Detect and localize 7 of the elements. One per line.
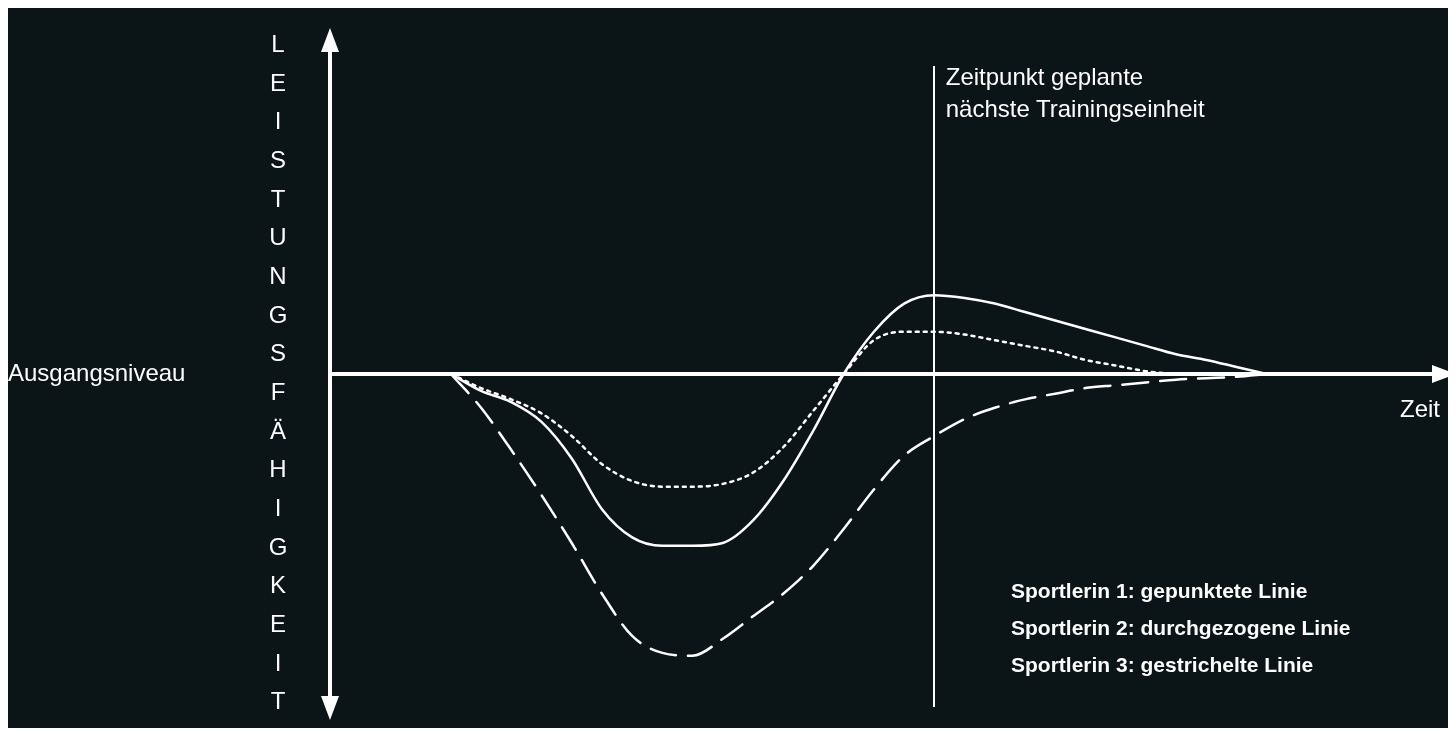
text: LEISTUNGSFÄHIGKEIT bbox=[268, 29, 288, 715]
text: Zeitpunkt geplante nächste Trainingseinheit bbox=[945, 62, 1205, 122]
annotation: Sportlerin 2: durchgezogene Linie bbox=[1011, 615, 1351, 639]
x-axis-title: Zeit bbox=[1399, 394, 1441, 422]
annotation: Sportlerin 1: gepunktete Linie bbox=[1011, 578, 1308, 602]
text: Ausgangsniveau bbox=[8, 358, 186, 386]
annotation: Sportlerin 3: gestrichelte Linie bbox=[1011, 652, 1314, 676]
